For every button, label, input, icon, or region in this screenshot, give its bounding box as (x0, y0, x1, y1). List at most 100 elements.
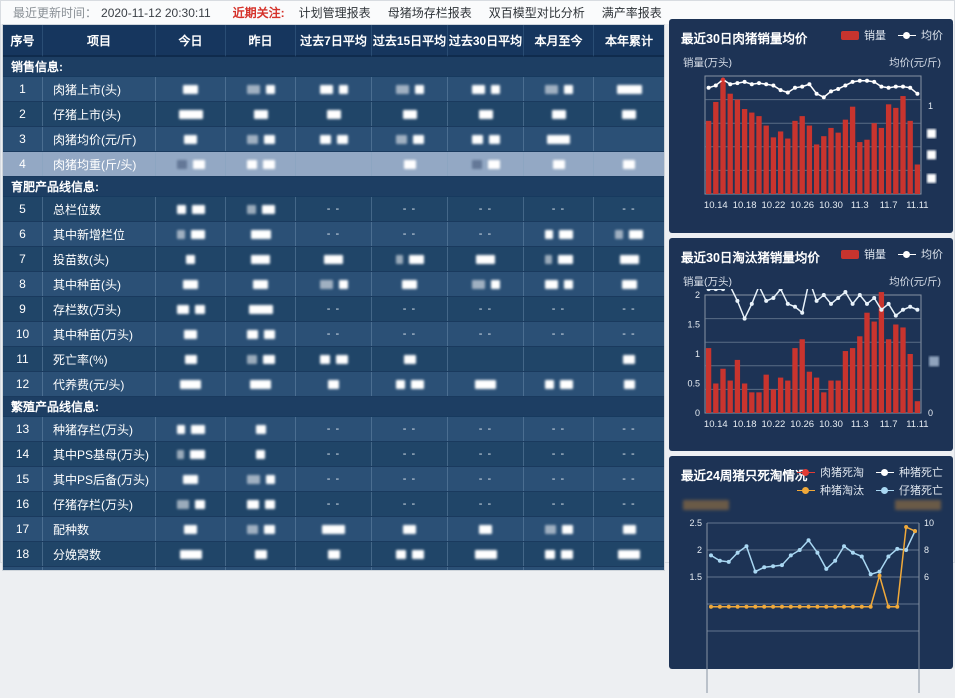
series-point (726, 604, 731, 609)
redacted-dash: - - (478, 473, 493, 485)
redacted-value (395, 549, 406, 559)
series-point (762, 604, 767, 609)
row-label: 配种数 (43, 517, 156, 541)
row-label: 存栏数(万头) (43, 297, 156, 321)
legend-item-种猪死亡[interactable]: 种猪死亡 (876, 464, 943, 480)
legend-item-均价[interactable]: 均价 (898, 246, 943, 262)
bar (756, 392, 762, 413)
bar (727, 380, 733, 413)
cell-value (372, 77, 448, 101)
bar (893, 107, 899, 194)
report-link-2[interactable]: 母猪场存栏报表 (387, 6, 472, 20)
chart-canvas-1: 10.14 10.18 10.22 10.26 10.30 11.3 11.7 11.11 1 (704, 75, 936, 211)
table-row[interactable]: 9 存栏数(万头) - - - - - - - - - - (3, 297, 664, 322)
chart-legend: 销量 均价 (829, 246, 943, 262)
table-row[interactable]: 11 死亡率(%) (3, 347, 664, 372)
redacted-value (563, 84, 573, 94)
cell-value (372, 127, 448, 151)
table-row[interactable]: 19窝均活仔(头/窝) (3, 567, 664, 570)
table-row[interactable]: 17 配种数 (3, 517, 664, 542)
redacted-y-axis-label-left (683, 500, 729, 510)
chart-title-2: 最近30日淘汰猪销量均价 (681, 251, 820, 265)
table-row[interactable]: 10 其中种苗(万头) - - - - - - - - - - (3, 322, 664, 347)
redacted-value (183, 84, 198, 94)
y-tick-left: 1 (695, 349, 700, 359)
row-label: 仔猪存栏(万头) (43, 492, 156, 516)
table-row[interactable]: 16 仔猪存栏(万头) - - - - - - - - - - (3, 492, 664, 517)
table-row[interactable]: 3 肉猪均价(元/斤) (3, 127, 664, 152)
redacted-value (471, 134, 483, 144)
row-label: 其中PS基母(万头) (43, 442, 156, 466)
column-header-7: 本月至今 (524, 25, 594, 57)
table-row[interactable]: 4 肉猪均重(斤/头) (3, 152, 664, 177)
table-row[interactable]: 1 肉猪上市(头) (3, 77, 664, 102)
legend-item-种猪淘汰[interactable]: 种猪淘汰 (797, 482, 864, 498)
table-row[interactable]: 18 分娩窝数 (3, 542, 664, 567)
y-tick-left: 2 (695, 290, 700, 300)
recent-focus-label: 近期关注: (232, 6, 285, 20)
redacted-value (184, 329, 197, 339)
table-row[interactable]: 14 其中PS基母(万头) - - - - - - - - - - (3, 442, 664, 467)
redacted-value (246, 159, 257, 169)
redacted-value (194, 499, 205, 509)
redacted-value (561, 524, 573, 534)
x-tick-label: 10.26 (790, 200, 814, 211)
legend-item-仔猪死亡[interactable]: 仔猪死亡 (876, 482, 943, 498)
legend-label: 肉猪死淘 (820, 467, 864, 479)
row-label: 其中种苗(万头) (43, 322, 156, 346)
table-row[interactable]: 13 种猪存栏(万头) - - - - - - - - - - (3, 417, 664, 442)
cell-value (156, 517, 226, 541)
table-row[interactable]: 8 其中种苗(头) (3, 272, 664, 297)
legend-dot-icon (876, 468, 894, 477)
redacted-value (623, 159, 635, 169)
legend-item-肉猪死淘[interactable]: 肉猪死淘 (797, 464, 864, 480)
avg-price-point (850, 301, 855, 306)
redacted-value (263, 524, 275, 534)
row-number: 9 (3, 297, 43, 321)
x-tick-label: 10.18 (733, 419, 757, 430)
redacted-value (265, 84, 275, 94)
bar (749, 392, 755, 413)
avg-price-point (757, 81, 761, 86)
avg-price-point (764, 82, 769, 87)
report-link-1[interactable]: 计划管理报表 (298, 6, 371, 20)
bar (900, 96, 906, 194)
redacted-value (246, 204, 256, 214)
table-row[interactable]: 7 投苗数(头) (3, 247, 664, 272)
cell-value: - - (448, 492, 524, 516)
avg-price-point (713, 287, 718, 292)
avg-price-point (749, 301, 754, 306)
table-row[interactable]: 2 仔猪上市(头) (3, 102, 664, 127)
table-row[interactable]: 15 其中PS后备(万头) - - - - - - - - - - (3, 467, 664, 492)
table-row[interactable]: 6 其中新增栏位 - - - - - - (3, 222, 664, 247)
series-point (753, 604, 758, 609)
legend-item-销量[interactable]: 销量 (841, 246, 886, 262)
redacted-dash: - - (551, 303, 566, 315)
row-number: 16 (3, 492, 43, 516)
series-point (815, 550, 820, 555)
redacted-value (176, 424, 185, 434)
cell-value (448, 517, 524, 541)
series-point (850, 604, 855, 609)
legend-item-均价[interactable]: 均价 (898, 27, 943, 43)
series-point (717, 558, 722, 563)
series-point (842, 544, 847, 549)
bar (864, 139, 870, 194)
legend-item-销量[interactable]: 销量 (841, 27, 886, 43)
bar (792, 120, 798, 194)
series-point (735, 604, 740, 609)
cell-value (594, 77, 664, 101)
redacted-dash: - - (551, 498, 566, 510)
report-link-3[interactable]: 双百模型对比分析 (488, 6, 585, 20)
bar (907, 120, 913, 194)
redacted-value (262, 354, 275, 364)
cell-value: - - (448, 322, 524, 346)
avg-price-point (793, 304, 797, 309)
redacted-y-tick (929, 356, 939, 367)
report-link-4[interactable]: 满产率报表 (601, 6, 662, 20)
row-number: 6 (3, 222, 43, 246)
table-row[interactable]: 12 代养费(元/头) (3, 372, 664, 397)
redacted-dash: - - (622, 328, 636, 340)
redacted-value (563, 279, 573, 289)
table-row[interactable]: 5 总栏位数 - - - - - - - - - - (3, 197, 664, 222)
